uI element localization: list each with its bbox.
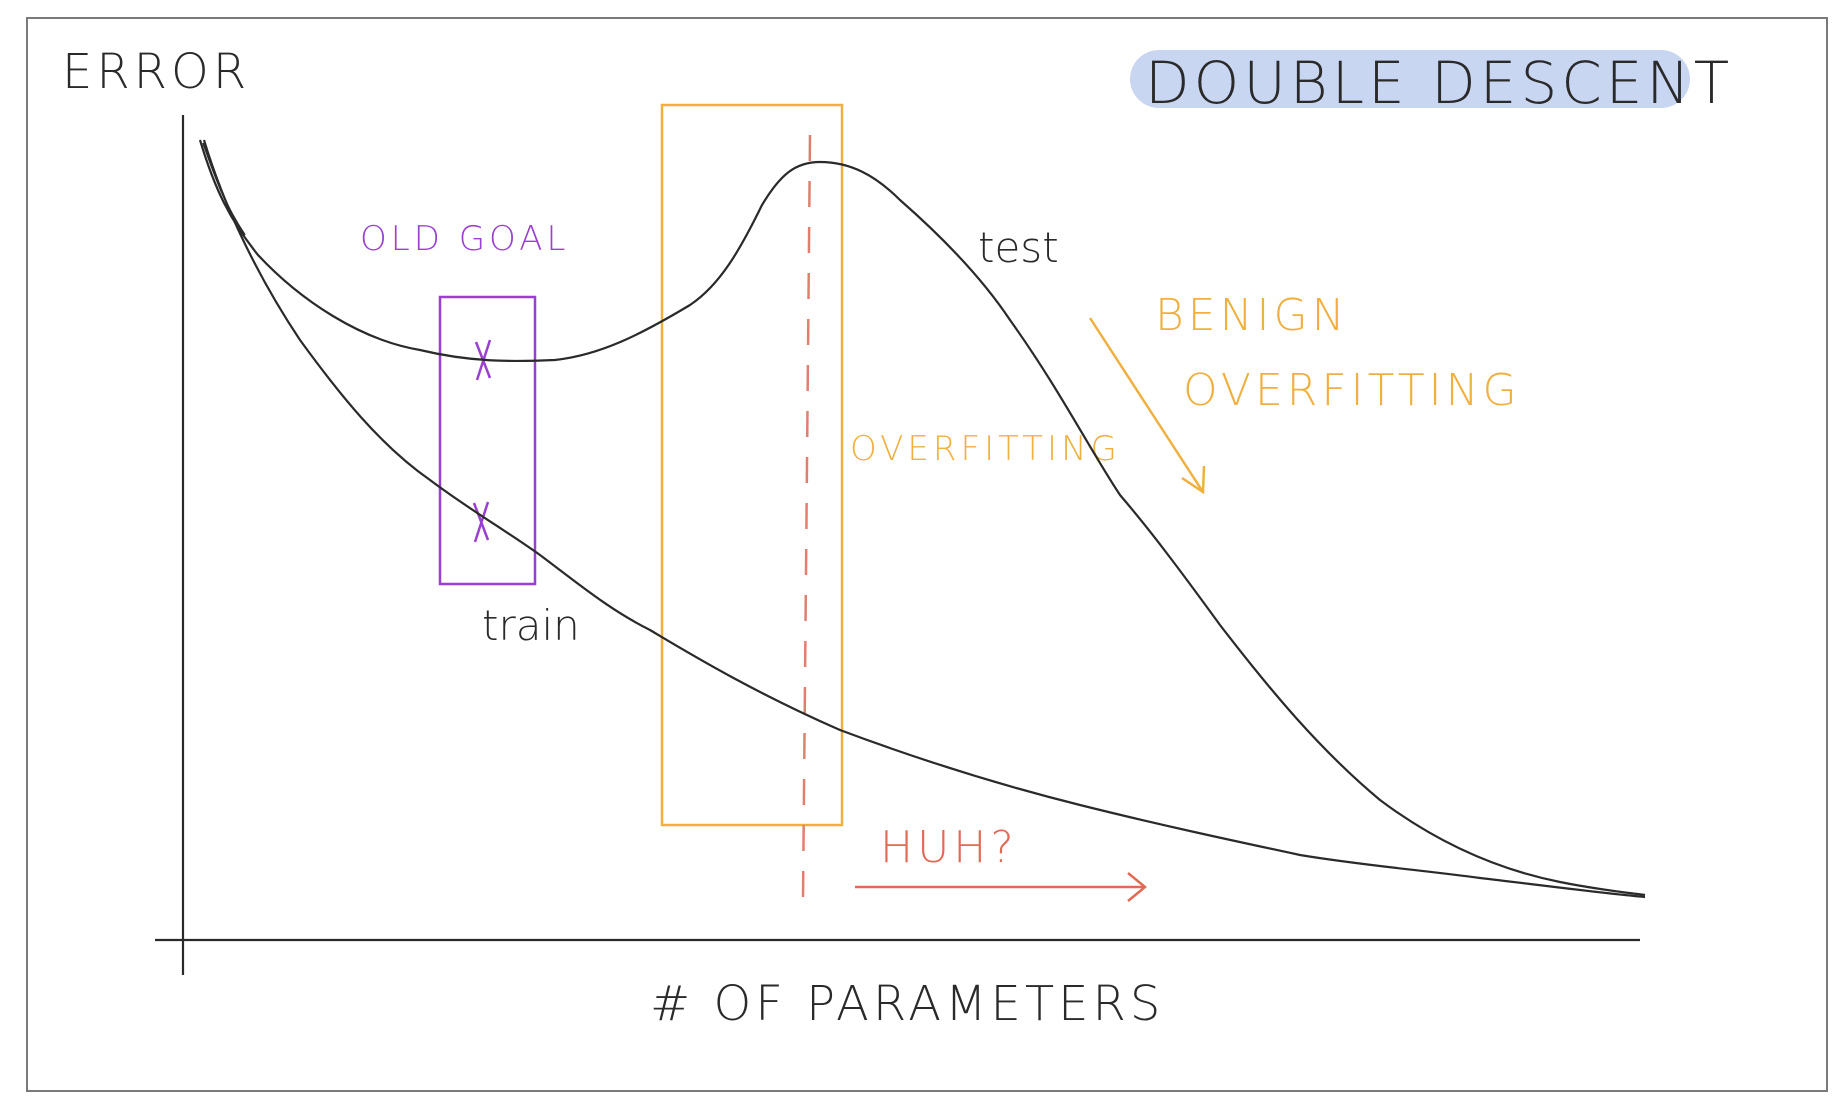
train-curve-label: train [482,601,580,650]
huh-label: HUH? [880,822,1018,873]
benign-overfitting-arrow [1088,317,1206,495]
old-goal-box [438,295,537,586]
old-goal-train-mark [472,501,490,543]
chart-title: DOUBLE DESCENT [1145,49,1733,117]
x-axis-label: # OF PARAMETERS [650,976,1164,1032]
title-highlight [1130,50,1690,108]
benign-overfitting-label-line1: BENIGN [1155,290,1349,341]
old-goal-label: OLD GOAL [360,219,569,259]
huh-arrow [855,872,1147,902]
overfitting-label: OVERFITTING [850,429,1121,469]
test-curve-label: test [978,223,1059,272]
test-curve [198,139,1646,897]
benign-overfitting-label-line2: OVERFITTING [1183,365,1521,416]
train-curve [202,139,1646,899]
overfitting-box [660,103,844,827]
y-axis-label: ERROR [62,44,250,100]
frame-border [26,17,1828,1092]
interpolation-threshold-line [801,134,812,901]
